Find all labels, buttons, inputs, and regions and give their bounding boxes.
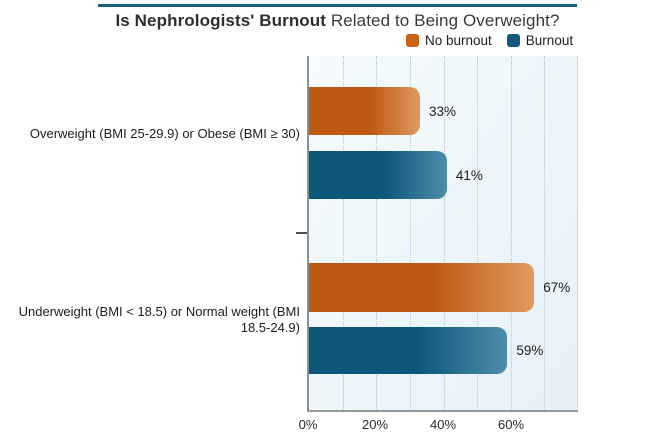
bar-value-label: 41% <box>455 167 483 183</box>
legend: No burnout Burnout <box>406 33 573 48</box>
y-axis-category-tick <box>296 232 307 234</box>
gridline <box>342 56 344 410</box>
legend-swatch-burnout <box>506 34 520 47</box>
gridline <box>409 56 411 410</box>
bar-row: 33% <box>309 87 578 135</box>
plot-area: 33% 41% 67% 59% <box>307 56 578 412</box>
chart-title-regular: Related to Being Overweight? <box>326 11 560 30</box>
x-axis-tick-0: 0% <box>298 417 318 432</box>
category-label-underweight-normal: Underweight (BMI < 18.5) or Normal weigh… <box>18 304 300 335</box>
bar-overweight-no-burnout <box>309 87 420 135</box>
title-accent-rule <box>98 4 577 7</box>
bar-underweight-no-burnout <box>309 263 535 312</box>
bar-overweight-burnout <box>309 151 447 199</box>
category-label-overweight: Overweight (BMI 25-29.9) or Obese (BMI ≥… <box>29 126 300 141</box>
bar-value-label: 59% <box>516 343 544 358</box>
legend-label-burnout: Burnout <box>525 33 574 48</box>
legend-item-no-burnout: No burnout <box>406 33 492 48</box>
legend-label-no-burnout: No burnout <box>425 33 492 48</box>
gridline <box>576 56 578 410</box>
bar-row: 59% <box>309 327 578 374</box>
gridline <box>376 56 378 410</box>
gridline <box>510 56 512 410</box>
bar-row: 41% <box>309 151 578 199</box>
x-axis-tick-60: 60% <box>497 417 525 432</box>
legend-swatch-no-burnout <box>406 34 419 47</box>
chart-title: Is Nephrologists' Burnout Related to Bei… <box>88 11 587 31</box>
chart-title-bold: Is Nephrologists' Burnout <box>115 11 327 30</box>
x-axis-tick-20: 20% <box>361 417 389 432</box>
x-axis-tick-40: 40% <box>429 417 457 432</box>
bar-value-label: 33% <box>428 103 456 119</box>
gridline <box>477 56 479 410</box>
gridline <box>443 56 445 410</box>
bar-underweight-burnout <box>309 327 508 374</box>
gridline <box>544 56 546 410</box>
legend-item-burnout: Burnout <box>506 33 574 48</box>
bar-value-label: 67% <box>543 280 571 295</box>
bar-row: 67% <box>309 263 578 312</box>
